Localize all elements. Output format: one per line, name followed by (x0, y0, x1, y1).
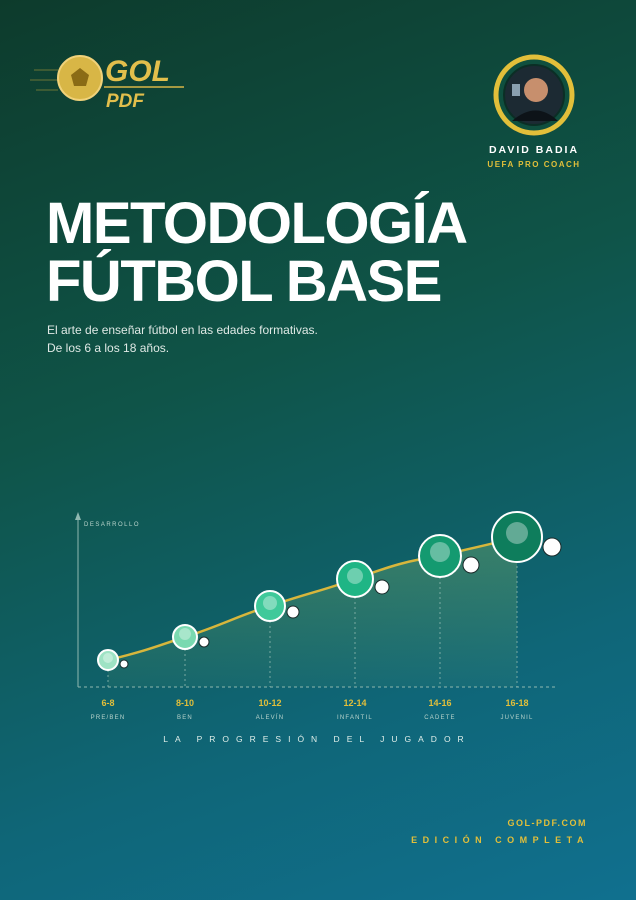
progression-graphic: DESARROLLO 6-8 8-10 10-12 12-14 14-16 16… (75, 511, 562, 744)
subtitle-line: El arte de enseñar fútbol en las edades … (47, 323, 318, 337)
author-role: UEFA PRO COACH (487, 160, 581, 169)
stage-name: JUVENIL (500, 715, 533, 721)
stage-ages: 12-14 (343, 698, 366, 708)
stage-ages: 8-10 (176, 698, 194, 708)
author-name: DAVID BADIA (488, 144, 580, 156)
stage-ages: 16-18 (505, 698, 528, 708)
stage-name: CADETE (424, 715, 456, 721)
graphic-caption: LA PROGRESIÓN DEL JUGADOR (163, 734, 470, 744)
stage-name: BEN (177, 715, 193, 721)
title-line: METODOLOGÍA (46, 191, 468, 256)
stage-name: ALEVÍN (256, 714, 285, 721)
stage-ages: 14-16 (428, 698, 451, 708)
title: METODOLOGÍA FÚTBOL BASE (46, 191, 468, 314)
subtitle: El arte de enseñar fútbol en las edades … (47, 321, 318, 357)
title-line: FÚTBOL BASE (46, 249, 442, 314)
avatar (493, 54, 575, 136)
website: GOL-PDF.COM (507, 818, 587, 828)
edition: EDICIÓN COMPLETA (411, 835, 589, 845)
stage-ages: 10-12 (258, 698, 281, 708)
brand-suffix: PDF (106, 91, 145, 112)
brand-name: GOL (105, 55, 170, 88)
subtitle-line: De los 6 a los 18 años. (47, 341, 170, 355)
stage-name: PRE/BEN (91, 715, 126, 721)
axis-label: DESARROLLO (84, 522, 140, 528)
stage-ages: 6-8 (101, 698, 114, 708)
logo: GOL PDF (30, 55, 184, 112)
stage-name: INFANTIL (337, 715, 373, 721)
